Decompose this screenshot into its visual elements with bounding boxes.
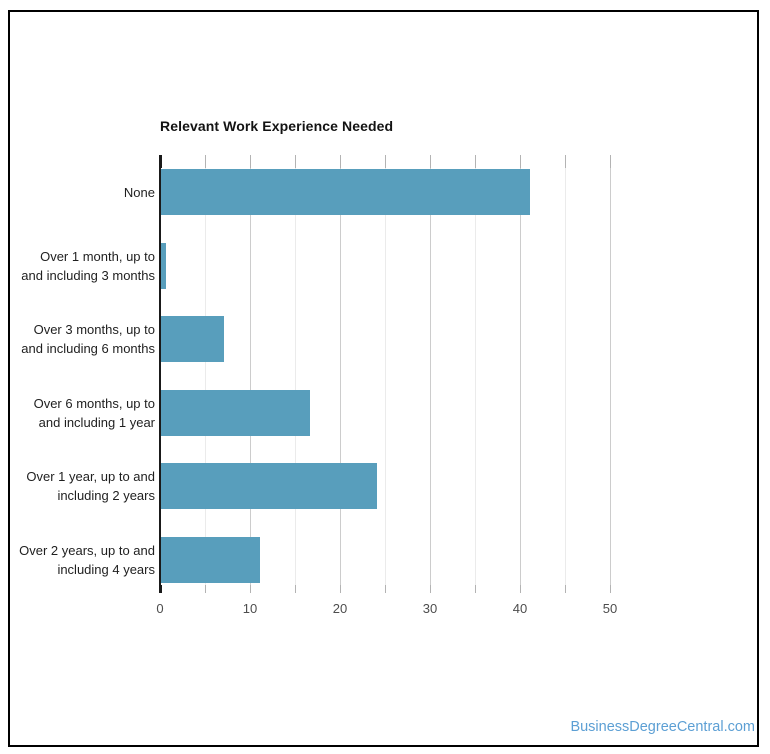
gridline: [340, 168, 341, 585]
top-axis-tick: [475, 155, 476, 168]
bottom-axis-tick: [520, 585, 521, 593]
chart-border-frame: [8, 10, 759, 747]
watermark-link[interactable]: BusinessDegreeCentral.com: [570, 719, 755, 735]
chart-title: Relevant Work Experience Needed: [160, 118, 394, 134]
gridline: [565, 168, 566, 585]
bottom-axis-tick: [205, 585, 206, 593]
bottom-axis-tick: [475, 585, 476, 593]
x-axis-value-label: 30: [422, 601, 438, 616]
top-axis-tick: [430, 155, 431, 168]
top-axis-tick: [205, 155, 206, 168]
bottom-axis-tick: [610, 585, 611, 593]
top-axis-tick: [160, 155, 162, 168]
gridline: [250, 168, 251, 585]
category-label: Over 1 month, up to and including 3 month…: [21, 248, 155, 283]
gridline: [610, 168, 611, 585]
bottom-axis-tick: [340, 585, 341, 593]
bar: [161, 463, 377, 510]
x-axis-value-label: 10: [242, 601, 258, 616]
category-label: Over 6 months, up to and including 1 year: [33, 395, 155, 430]
top-axis-tick: [295, 155, 296, 168]
x-axis-value-label: 50: [602, 601, 618, 616]
bar: [161, 169, 530, 215]
x-axis-value-label: 40: [512, 601, 528, 616]
bar: [161, 537, 260, 583]
top-axis-tick: [385, 155, 386, 168]
bottom-axis-tick: [385, 585, 386, 593]
top-axis-tick: [340, 155, 341, 168]
category-label: None: [123, 184, 155, 200]
gridline: [475, 168, 476, 585]
top-axis-tick: [250, 155, 251, 168]
gridline: [385, 168, 386, 585]
category-label: Over 3 months, up to and including 6 mont…: [21, 322, 155, 357]
x-axis-value-label: 20: [332, 601, 348, 616]
gridline: [430, 168, 431, 585]
gridline: [520, 168, 521, 585]
bar: [161, 316, 224, 363]
y-axis-line: [159, 155, 161, 593]
bar: [161, 242, 166, 289]
top-axis-tick: [565, 155, 566, 168]
category-label: Over 2 years, up to and including 4 years: [19, 543, 155, 577]
bottom-axis-tick: [295, 585, 296, 593]
bottom-axis-tick: [430, 585, 431, 593]
x-axis-value-label: 0: [156, 601, 164, 616]
gridline: [205, 168, 206, 585]
bottom-axis-tick: [250, 585, 251, 593]
gridline: [295, 168, 296, 585]
bottom-axis-tick: [160, 585, 162, 593]
bottom-axis-tick: [565, 585, 566, 593]
bar: [161, 389, 310, 436]
category-label: Over 1 year, up to and including 2 years: [26, 469, 155, 504]
top-axis-tick: [610, 155, 611, 168]
top-axis-tick: [520, 155, 521, 168]
